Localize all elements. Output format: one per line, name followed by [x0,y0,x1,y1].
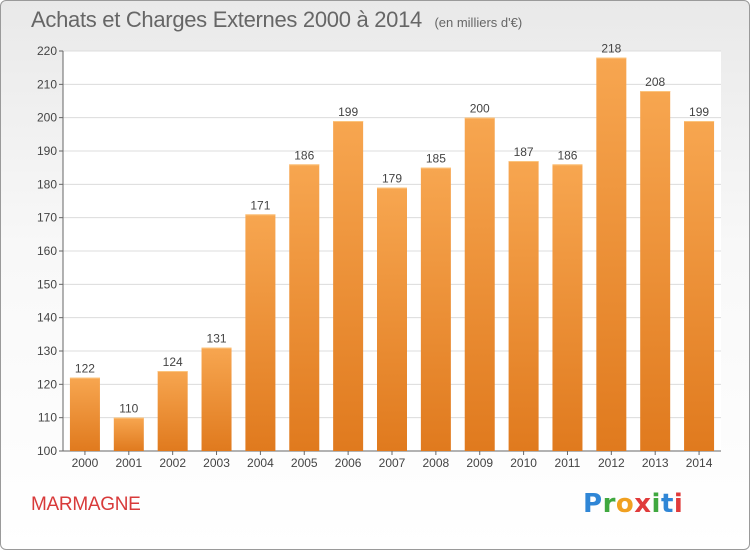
bar [420,167,451,451]
commune-name: MARMAGNE [31,494,141,515]
y-tick-label: 170 [37,211,57,225]
x-tick-label: 2000 [72,456,99,470]
bar [508,161,539,451]
y-tick-label: 190 [37,144,57,158]
x-tick-label: 2004 [247,456,274,470]
chart-unit-text: (en milliers d'€) [434,15,523,30]
bar [464,117,495,452]
proxiti-logo: Proxiti [583,489,684,519]
bar [552,164,583,452]
x-tick-label: 2014 [686,456,713,470]
x-tick-label: 2010 [510,456,537,470]
y-tick-label: 150 [37,277,57,291]
bar-value-label: 208 [645,75,665,89]
y-tick-label: 110 [38,411,57,425]
x-tick-label: 2003 [203,456,230,470]
bar [289,164,320,452]
bar-value-label: 199 [338,105,358,119]
bar [157,371,188,451]
bar-value-label: 200 [470,102,490,116]
bar [640,91,671,451]
x-tick-label: 2008 [423,456,450,470]
x-tick-label: 2012 [598,456,625,470]
bar-value-label: 187 [514,145,534,159]
bar [69,377,100,451]
bar-value-label: 122 [75,362,95,376]
bar-value-label: 185 [426,152,446,166]
y-tick-label: 100 [37,444,57,458]
x-tick-label: 2007 [379,456,406,470]
bar-value-label: 124 [163,355,183,369]
bar [245,214,276,451]
y-tick-label: 130 [37,344,57,358]
y-tick-label: 210 [37,77,57,91]
x-tick-label: 2002 [159,456,186,470]
bar [684,121,715,451]
y-tick-label: 200 [37,111,57,125]
bar-value-label: 186 [294,148,314,162]
bar-value-label: 218 [601,42,621,56]
y-tick-label: 160 [37,244,57,258]
y-tick-label: 180 [37,177,57,191]
bar [201,347,232,451]
bar-value-label: 179 [382,172,402,186]
chart-title: Achats et Charges Externes 2000 à 2014 (… [31,7,522,33]
bar-value-label: 199 [689,105,709,119]
x-tick-label: 2006 [335,456,362,470]
y-tick-label: 120 [37,377,57,391]
x-tick-label: 2009 [466,456,493,470]
x-tick-label: 2011 [555,456,581,470]
bar [596,57,627,452]
x-tick-label: 2013 [642,456,669,470]
bar-value-label: 110 [119,402,138,416]
bar [333,121,364,451]
bar [377,187,407,451]
x-tick-label: 2001 [115,456,142,470]
y-tick-label: 140 [37,311,57,325]
y-tick-label: 220 [37,44,57,58]
chart-title-text: Achats et Charges Externes 2000 à 2014 [31,7,422,32]
bar-value-label: 171 [250,198,270,212]
bar-chart: 100 110 120 130 140 150 160 170 180 190 200 210 220 1… [37,42,721,470]
bar-value-label: 131 [207,332,227,346]
bar [113,417,144,451]
bar-value-label: 186 [557,148,577,162]
x-tick-label: 2005 [291,456,318,470]
